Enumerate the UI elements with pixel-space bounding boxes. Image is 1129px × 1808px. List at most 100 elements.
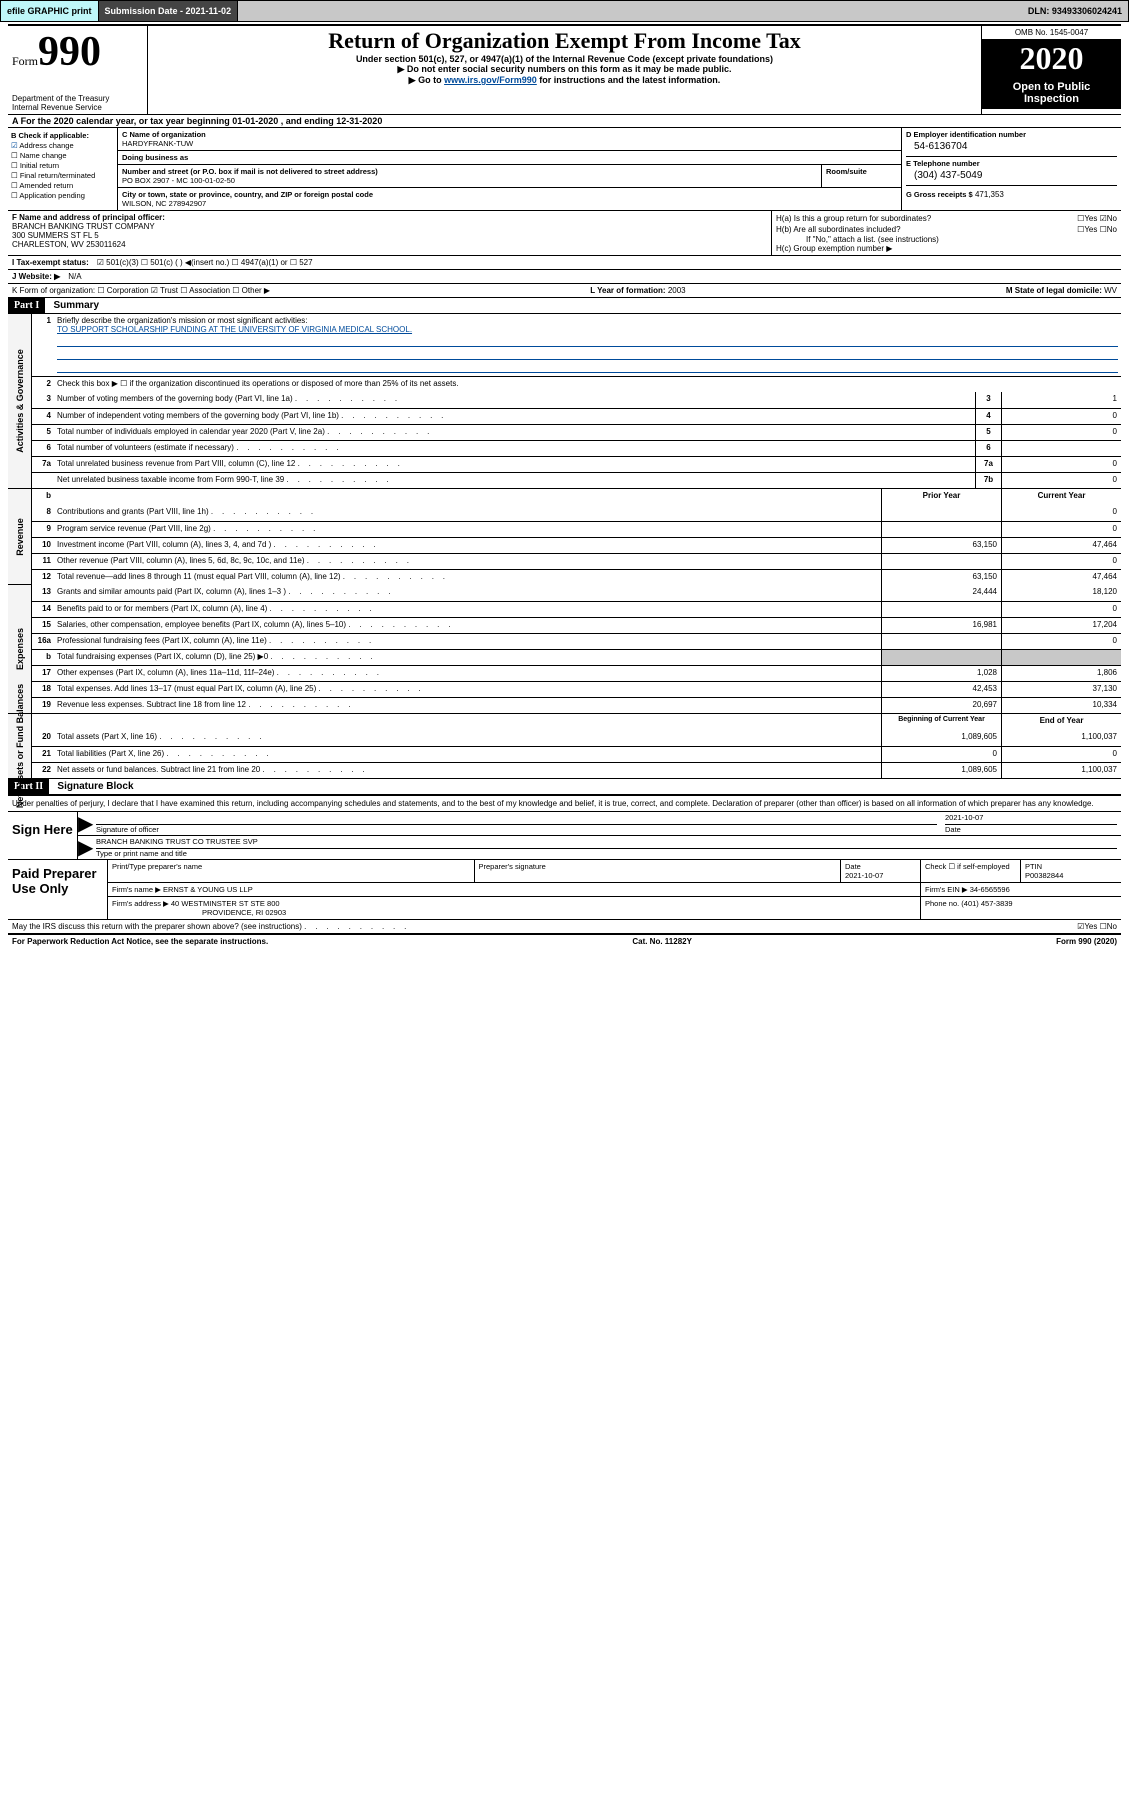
- addr-label: Number and street (or P.O. box if mail i…: [122, 167, 817, 176]
- current-val: 10,334: [1001, 698, 1121, 713]
- firm-name-label: Firm's name ▶: [112, 885, 161, 894]
- line-num: [32, 473, 54, 488]
- box-b-item[interactable]: Initial return: [11, 161, 114, 170]
- box-b: B Check if applicable: Address changeNam…: [8, 128, 118, 210]
- phone-label: E Telephone number: [906, 159, 1117, 168]
- page-footer: For Paperwork Reduction Act Notice, see …: [8, 935, 1121, 948]
- line-num: 14: [32, 602, 54, 617]
- h-a-q: H(a) Is this a group return for subordin…: [776, 214, 931, 223]
- line-key: 5: [975, 425, 1001, 440]
- box-f: F Name and address of principal officer:…: [8, 211, 771, 255]
- current-val: 0: [1001, 505, 1121, 521]
- line-val: [1001, 441, 1121, 456]
- prior-val: 20,697: [881, 698, 1001, 713]
- box-c: C Name of organization HARDYFRANK-TUW Do…: [118, 128, 901, 210]
- firm-phone: (401) 457-3839: [961, 899, 1012, 908]
- row-i-label: I Tax-exempt status:: [12, 258, 89, 267]
- row-l-value: 2003: [668, 286, 686, 295]
- row-a-period: A For the 2020 calendar year, or tax yea…: [8, 114, 1121, 128]
- current-val: 0: [1001, 747, 1121, 762]
- box-b-item[interactable]: Address change: [11, 141, 114, 150]
- box-b-item[interactable]: Application pending: [11, 191, 114, 200]
- efile-print-button[interactable]: efile GRAPHIC print: [1, 1, 99, 21]
- part2-title: Signature Block: [57, 781, 133, 792]
- firm-ein: 34-6565596: [970, 885, 1010, 894]
- box-b-item[interactable]: Amended return: [11, 181, 114, 190]
- prior-val: 63,150: [881, 570, 1001, 585]
- line-text: Total liabilities (Part X, line 26): [54, 747, 881, 762]
- irs-link[interactable]: www.irs.gov/Form990: [444, 75, 537, 85]
- current-val: 1,100,037: [1001, 730, 1121, 746]
- box-b-item[interactable]: Name change: [11, 151, 114, 160]
- ein-label: D Employer identification number: [906, 130, 1117, 139]
- city-value: WILSON, NC 278942907: [122, 199, 897, 208]
- line-text: Salaries, other compensation, employee b…: [54, 618, 881, 633]
- form-word: Form: [12, 54, 38, 68]
- self-employed-check: Check ☐ if self-employed: [921, 860, 1021, 882]
- prep-sig-label: Preparer's signature: [479, 862, 837, 871]
- line-num: 18: [32, 682, 54, 697]
- line-num: 6: [32, 441, 54, 456]
- box-b-item[interactable]: Final return/terminated: [11, 171, 114, 180]
- row-m-label: M State of legal domicile:: [1006, 286, 1102, 295]
- line-num: 3: [32, 392, 54, 408]
- prior-val: 16,981: [881, 618, 1001, 633]
- prior-val: 1,028: [881, 666, 1001, 681]
- form-subtitle: Under section 501(c), 527, or 4947(a)(1)…: [154, 54, 975, 64]
- line-num: 2: [32, 377, 54, 392]
- line-num: 22: [32, 763, 54, 778]
- irs-discuss-row: May the IRS discuss this return with the…: [8, 920, 1121, 935]
- prior-val: 42,453: [881, 682, 1001, 697]
- line-key: 3: [975, 392, 1001, 408]
- box-h: H(a) Is this a group return for subordin…: [771, 211, 1121, 255]
- prior-val: 63,150: [881, 538, 1001, 553]
- row-k: K Form of organization: ☐ Corporation ☑ …: [8, 284, 1121, 298]
- line-text: Total number of individuals employed in …: [54, 425, 975, 440]
- current-val: 1,806: [1001, 666, 1121, 681]
- line-text: Number of independent voting members of …: [54, 409, 975, 424]
- prior-val: [881, 505, 1001, 521]
- prior-val: [881, 602, 1001, 617]
- room-label: Room/suite: [826, 167, 897, 176]
- current-val: 0: [1001, 634, 1121, 649]
- omb-number: OMB No. 1545-0047: [982, 26, 1121, 40]
- prior-val: [881, 650, 1001, 665]
- current-val: 0: [1001, 602, 1121, 617]
- paid-preparer-block: Paid Preparer Use Only Print/Type prepar…: [8, 860, 1121, 920]
- line-text: Professional fundraising fees (Part IX, …: [54, 634, 881, 649]
- line-num: 16a: [32, 634, 54, 649]
- prior-val: [881, 554, 1001, 569]
- line-key: 7b: [975, 473, 1001, 488]
- section-net: Net Assets or Fund Balances Beginning of…: [8, 714, 1121, 779]
- line-text: Total expenses. Add lines 13–17 (must eq…: [54, 682, 881, 697]
- ptin-label: PTIN: [1025, 862, 1117, 871]
- h-a-ans: ☐Yes ☑No: [1077, 214, 1117, 223]
- submission-date-label: Submission Date - 2021-11-02: [99, 1, 239, 21]
- sign-date-label: Date: [945, 825, 1117, 834]
- h-c: H(c) Group exemption number ▶: [776, 244, 1117, 253]
- ptin-value: P00382844: [1025, 871, 1117, 880]
- footer-right: Form 990 (2020): [1056, 937, 1117, 946]
- row-j-label: J Website: ▶: [12, 272, 60, 281]
- sign-arrow-icon: ▶: [78, 836, 92, 859]
- part1-bar: Part I Summary: [8, 298, 1121, 314]
- line-key: 4: [975, 409, 1001, 424]
- line-num: 10: [32, 538, 54, 553]
- prior-val: 1,089,605: [881, 763, 1001, 778]
- part2-bar: Part II Signature Block: [8, 779, 1121, 795]
- current-val: 0: [1001, 522, 1121, 537]
- footer-mid: Cat. No. 11282Y: [632, 937, 692, 946]
- line-1: Briefly describe the organization's miss…: [54, 314, 1121, 376]
- dept-label: Department of the Treasury Internal Reve…: [12, 94, 143, 112]
- col-end-year: End of Year: [1001, 714, 1121, 730]
- sign-date: 2021-10-07: [945, 813, 1117, 825]
- form-number: 990: [38, 29, 101, 75]
- officer-sig-label: Signature of officer: [96, 825, 937, 834]
- gross-label: G Gross receipts $: [906, 190, 973, 199]
- section-activities: Activities & Governance 1 Briefly descri…: [8, 314, 1121, 489]
- phone-value: (304) 437-5049: [906, 168, 1117, 185]
- form-header: Form990 Department of the Treasury Inter…: [8, 24, 1121, 114]
- line-val: 0: [1001, 457, 1121, 472]
- row-i: I Tax-exempt status: ☑ 501(c)(3) ☐ 501(c…: [8, 256, 1121, 270]
- line-text: Total revenue—add lines 8 through 11 (mu…: [54, 570, 881, 585]
